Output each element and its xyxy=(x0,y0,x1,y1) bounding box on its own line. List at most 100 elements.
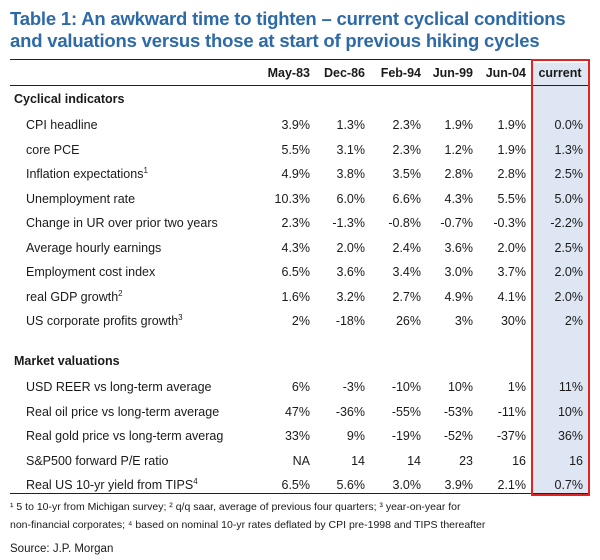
cell-value: -52% xyxy=(443,429,473,443)
cell-current: 2.0% xyxy=(554,265,584,279)
row-label: core PCE xyxy=(26,143,244,157)
table-row: S&P500 forward P/E ratio NA 14 14 23 16 16 xyxy=(0,454,600,474)
col-header-feb94: Feb-94 xyxy=(380,66,421,80)
cell-value: 3% xyxy=(454,314,473,328)
cell-value: -3% xyxy=(342,380,365,394)
cell-value: 3.2% xyxy=(336,289,366,304)
cell-value: 6.6% xyxy=(392,191,422,206)
cell-value: 5.6% xyxy=(336,478,366,492)
cell-value: 6.0% xyxy=(336,191,366,206)
table-row: core PCE 5.5% 3.1% 2.3% 1.2% 1.9% 1.3% xyxy=(0,143,600,163)
cell-value: 3.0% xyxy=(444,265,474,279)
row-label-text: Real gold price vs long-term averag xyxy=(26,429,224,443)
cell-value: 4.3% xyxy=(281,240,311,255)
cell-value: -0.3% xyxy=(493,216,526,230)
cell-value: 9% xyxy=(346,429,365,443)
cell-value: 1.2% xyxy=(444,142,474,157)
cell-value: 2% xyxy=(291,314,310,328)
footnote-marker: 3 xyxy=(178,314,183,322)
cell-value: 2.0% xyxy=(336,240,366,255)
col-header-dec86: Dec-86 xyxy=(324,66,365,80)
col-header-jun99: Jun-99 xyxy=(432,66,473,80)
cell-value: -0.8% xyxy=(388,216,421,230)
row-label: Employment cost index xyxy=(26,265,244,279)
cell-current: 5.0% xyxy=(554,191,584,206)
cell-value: 3.7% xyxy=(497,265,527,279)
cell-value: -36% xyxy=(335,404,365,419)
cell-value: 2.3% xyxy=(392,118,422,132)
current-column-highlight xyxy=(532,63,588,493)
cell-value: 4.1% xyxy=(497,289,527,304)
table-row: Real gold price vs long-term averag 33% 9%… xyxy=(0,429,600,449)
row-label: Real US 10-yr yield from TIPS4 xyxy=(26,478,244,492)
cell-value: 3.9% xyxy=(281,118,311,132)
row-label: Average hourly earnings xyxy=(26,241,244,255)
source-note: Source: J.P. Morgan xyxy=(10,543,114,555)
cell-value: -0.7% xyxy=(440,216,473,230)
table-title: Table 1: An awkward time to tighten – cu… xyxy=(10,8,590,52)
row-label: US corporate profits growth3 xyxy=(26,314,244,328)
row-label: S&P500 forward P/E ratio xyxy=(26,454,244,468)
table-row: CPI headline 3.9% 1.3% 2.3% 1.9% 1.9% 0.0% xyxy=(0,118,600,138)
cell-value: 23 xyxy=(459,453,473,468)
table-row: Employment cost index 6.5% 3.6% 3.4% 3.0% 3.7… xyxy=(0,265,600,285)
cell-current: 2% xyxy=(564,314,583,328)
table-row: Real oil price vs long-term average 47% -3… xyxy=(0,405,600,425)
cell-value: 47% xyxy=(284,404,310,419)
cell-value: 1.9% xyxy=(497,142,527,157)
cell-value: 3.5% xyxy=(392,167,422,181)
cell-value: -53% xyxy=(443,404,473,419)
row-label: USD REER vs long-term average xyxy=(26,380,244,394)
cell-value: 3.0% xyxy=(392,478,422,492)
row-label-text: Unemployment rate xyxy=(26,191,136,206)
col-header-may83: May-83 xyxy=(267,66,310,80)
row-label-text: USD REER vs long-term average xyxy=(26,380,212,394)
row-label: Change in UR over prior two years xyxy=(26,216,244,230)
cell-value: -10% xyxy=(391,380,421,394)
col-header-current: current xyxy=(538,66,582,80)
cell-value: 16 xyxy=(512,453,526,468)
cell-value: 6.5% xyxy=(281,478,311,492)
cell-value: 3.6% xyxy=(444,240,474,255)
cell-current: 2.5% xyxy=(554,240,584,255)
cell-value: 3.8% xyxy=(336,167,366,181)
row-label-text: Inflation expectations xyxy=(26,167,144,181)
row-label-text: core PCE xyxy=(26,142,80,157)
table-row: Average hourly earnings 4.3% 2.0% 2.4% 3.6% 2… xyxy=(0,241,600,261)
section-header-cyclical: Cyclical indicators xyxy=(14,92,125,106)
col-header-jun04: Jun-04 xyxy=(485,66,526,80)
cell-value: 2.3% xyxy=(392,142,422,157)
table-row: Real US 10-yr yield from TIPS4 6.5% 5.6% 3.… xyxy=(0,478,600,498)
table-row: US corporate profits growth3 2% -18% 26% 3% 3… xyxy=(0,314,600,334)
cell-value: 3.6% xyxy=(336,265,366,279)
row-label-text: CPI headline xyxy=(26,118,98,132)
cell-value: 2.8% xyxy=(497,167,527,181)
cell-value: NA xyxy=(292,453,310,468)
cell-value: 6.5% xyxy=(281,265,311,279)
cell-value: -18% xyxy=(335,314,365,328)
cell-value: 30% xyxy=(500,314,526,328)
footnote-marker: 1 xyxy=(143,167,148,175)
current-column-border xyxy=(531,59,590,496)
cell-value: -37% xyxy=(496,429,526,443)
title-line-2: and valuations versus those at start of … xyxy=(10,30,540,51)
cell-value: -1.3% xyxy=(332,216,365,230)
cell-value: 10.3% xyxy=(274,191,310,206)
cell-value: 2.3% xyxy=(281,216,311,230)
cell-value: 33% xyxy=(284,429,310,443)
cell-value: 4.9% xyxy=(281,167,311,181)
top-rule xyxy=(10,59,588,60)
table-row: Inflation expectations1 4.9% 3.8% 3.5% 2.8% 2… xyxy=(0,167,600,187)
table-row: Change in UR over prior two years 2.3% -1.… xyxy=(0,216,600,236)
cell-value: 1.9% xyxy=(497,118,527,132)
cell-value: 10% xyxy=(447,380,473,394)
cell-value: 6% xyxy=(291,380,310,394)
cell-value: 26% xyxy=(395,314,421,328)
row-label-text: Average hourly earnings xyxy=(26,240,162,255)
footnote-line-2: non-financial corporates; ⁴ based on nom… xyxy=(10,519,486,531)
footnote-marker: 4 xyxy=(193,478,198,486)
cell-value: 2.0% xyxy=(497,240,527,255)
cell-value: 5.5% xyxy=(497,191,527,206)
cell-value: -19% xyxy=(391,429,421,443)
row-label: Unemployment rate xyxy=(26,192,244,206)
